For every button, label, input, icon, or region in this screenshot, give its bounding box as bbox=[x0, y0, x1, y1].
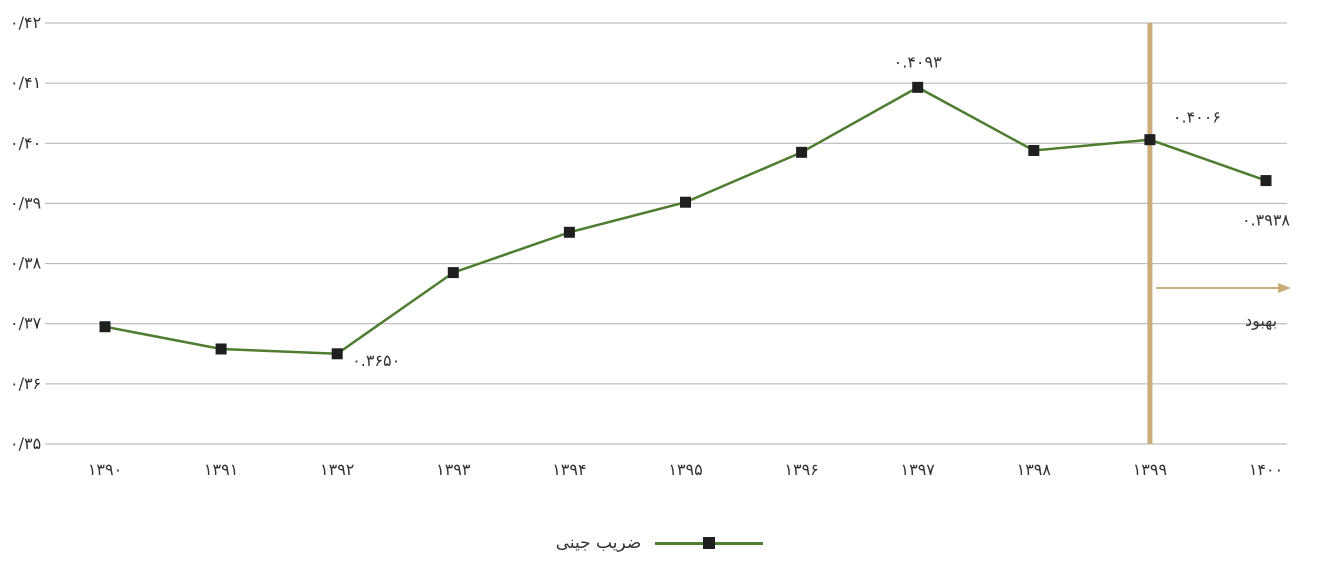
x-tick-label: ۱۳۹۲ bbox=[320, 460, 354, 479]
x-tick-label: ۱۳۹۶ bbox=[784, 460, 818, 479]
y-tick-label: ۰/۳۹ bbox=[10, 193, 41, 212]
gridlines bbox=[45, 22, 1287, 445]
x-tick-label: ۱۳۹۵ bbox=[668, 460, 702, 479]
data-point-marker bbox=[912, 81, 924, 93]
data-label: ۰.۴۰۰۶ bbox=[1173, 108, 1221, 127]
x-tick-label: ۱۳۹۹ bbox=[1133, 460, 1167, 479]
data-point-marker bbox=[1260, 175, 1272, 187]
line-chart: ۰/۳۵۰/۳۶۰/۳۷۰/۳۸۰/۳۹۰/۴۰۰/۴۱۰/۴۲ ۱۳۹۰ ۱۳۹… bbox=[10, 13, 1291, 479]
data-point-marker bbox=[215, 343, 227, 355]
legend: ضریب جینی bbox=[0, 528, 1319, 558]
series-gini bbox=[99, 81, 1272, 360]
legend-line-icon bbox=[655, 536, 764, 549]
y-tick-label: ۰/۳۸ bbox=[10, 254, 42, 273]
y-tick-label: ۰/۳۵ bbox=[10, 434, 41, 453]
x-tick-label: ۱۳۹۰ bbox=[88, 460, 122, 479]
x-axis-ticks: ۱۳۹۰ ۱۳۹۱ ۱۳۹۲ ۱۳۹۳ ۱۳۹۴ ۱۳۹۵ ۱۳۹۶ ۱۳۹۷ ۱۳۹۸ ۱۳۹۹… bbox=[88, 460, 1283, 479]
legend-marker-icon bbox=[703, 536, 716, 549]
y-tick-label: ۰/۴۲ bbox=[10, 13, 41, 32]
data-label: ۰.۴۰۹۳ bbox=[894, 52, 942, 71]
data-point-marker bbox=[1028, 145, 1040, 157]
annotation-arrowhead bbox=[1278, 283, 1291, 293]
data-point-marker bbox=[796, 146, 808, 158]
annotation-label: بهبود bbox=[1245, 311, 1277, 331]
x-tick-label: ۱۳۹۸ bbox=[1017, 460, 1052, 479]
x-tick-label: ۱۳۹۳ bbox=[436, 460, 471, 479]
data-point-marker bbox=[99, 321, 111, 333]
x-tick-label: ۱۳۹۱ bbox=[204, 460, 238, 479]
y-axis-ticks: ۰/۳۵ ۰/۳۶ ۰/۳۷ ۰/۳۸ ۰/۳۹ ۰/۴۰ ۰/۴۱ ۰/۴۲ bbox=[10, 13, 42, 453]
data-point-marker bbox=[1144, 134, 1156, 146]
legend-label: ضریب جینی bbox=[555, 533, 642, 553]
y-tick-label: ۰/۳۷ bbox=[10, 314, 42, 333]
x-tick-label: ۱۳۹۴ bbox=[552, 460, 586, 479]
x-tick-label: ۱۳۹۷ bbox=[901, 460, 936, 479]
data-point-marker bbox=[447, 267, 459, 279]
annotation: بهبود bbox=[1147, 23, 1291, 444]
data-point-marker bbox=[680, 196, 691, 208]
y-tick-label: ۰/۴۱ bbox=[10, 73, 41, 92]
x-tick-label: ۱۴۰۰ bbox=[1249, 460, 1283, 479]
data-point-marker bbox=[563, 226, 575, 238]
data-label: ۰.۳۹۳۸ bbox=[1242, 211, 1290, 230]
y-tick-label: ۰/۳۶ bbox=[10, 374, 41, 393]
data-labels: ۰.۳۶۵۰ ۰.۴۰۹۳ ۰.۴۰۰۶ ۰.۳۹۳۸ bbox=[352, 52, 1290, 369]
data-point-marker bbox=[331, 348, 343, 360]
series-line bbox=[104, 85, 1267, 356]
y-tick-label: ۰/۴۰ bbox=[10, 133, 41, 152]
data-label: ۰.۳۶۵۰ bbox=[352, 351, 400, 370]
